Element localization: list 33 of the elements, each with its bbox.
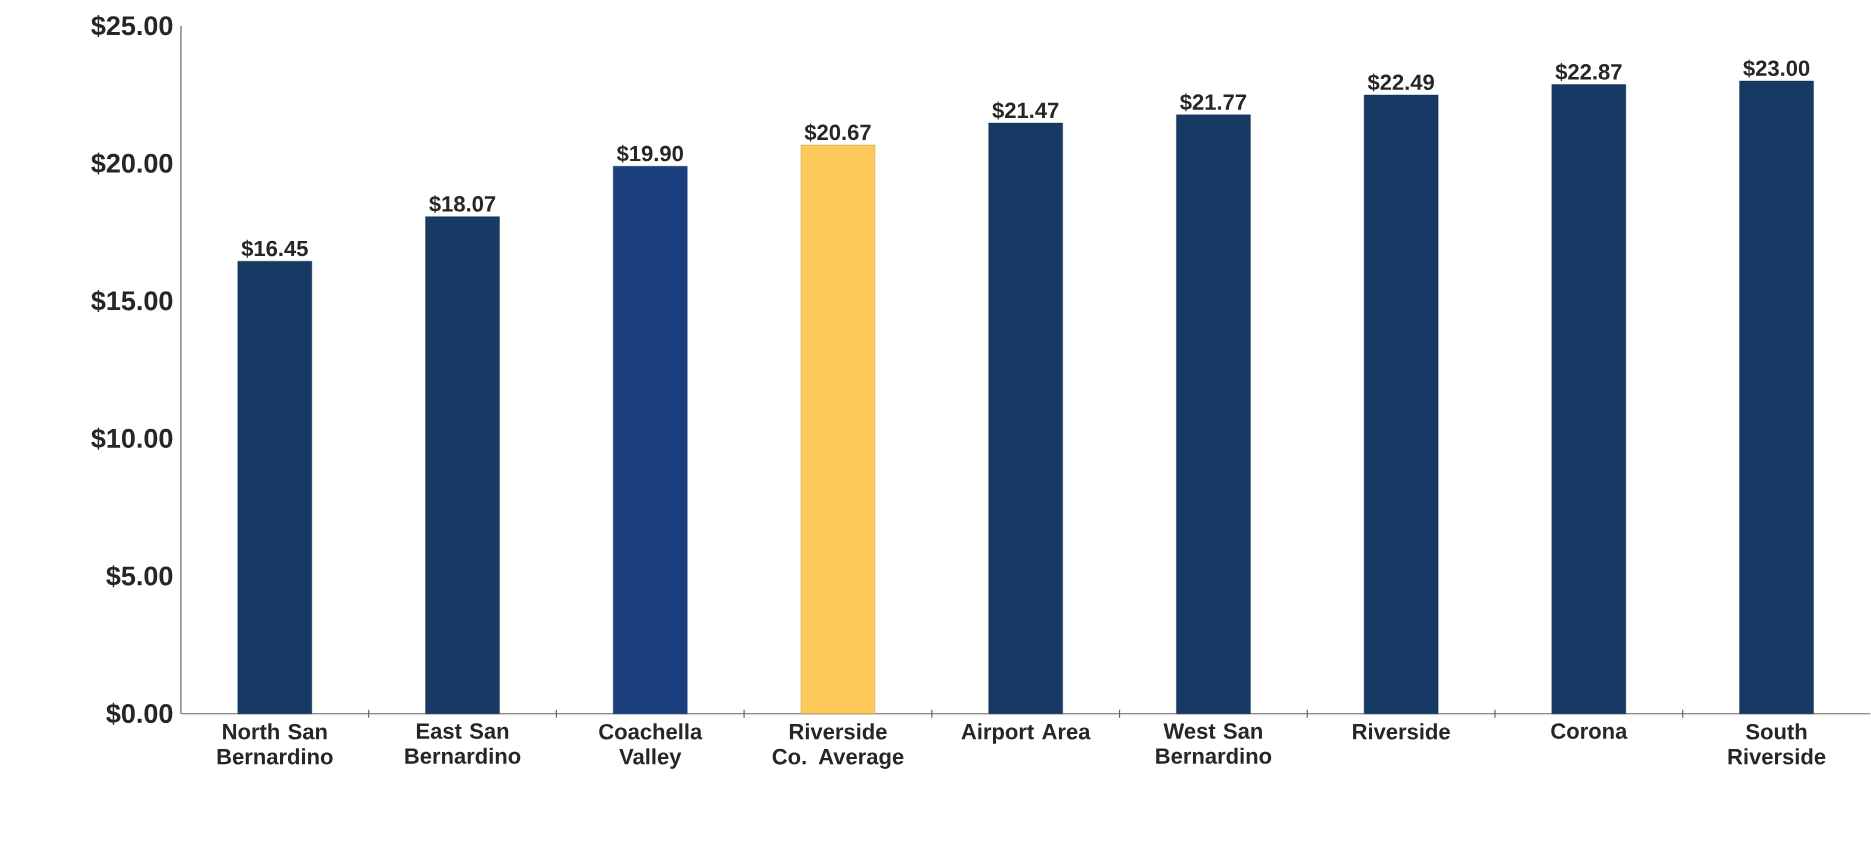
bar xyxy=(425,216,500,715)
bar xyxy=(1176,114,1251,715)
x-tick-label: Riverside Co. Average xyxy=(772,723,904,770)
x-tick-label: West San Bernardino xyxy=(1156,723,1272,764)
data-label: $16.45 xyxy=(241,239,308,258)
bar xyxy=(1739,80,1814,715)
bar xyxy=(1363,94,1439,715)
data-label: $20.67 xyxy=(804,123,871,142)
data-label: $19.90 xyxy=(616,144,683,163)
y-tick-label: $25.00 xyxy=(91,15,173,38)
x-tick-label: Coachella Valley xyxy=(599,723,703,769)
x-tick-label: South Riverside xyxy=(1728,723,1826,765)
y-tick-label: $15.00 xyxy=(91,290,173,313)
x-tick-label: North San Bernardino xyxy=(217,723,333,765)
data-label: $21.47 xyxy=(992,101,1059,120)
bar xyxy=(613,166,688,715)
x-tick-label: Airport Area xyxy=(961,723,1091,744)
data-label: $18.07 xyxy=(429,195,496,214)
y-tick-label: $5.00 xyxy=(106,565,173,588)
bar xyxy=(800,145,876,715)
data-label: $22.49 xyxy=(1367,73,1434,92)
data-label: $21.77 xyxy=(1180,93,1247,112)
x-tick-label: Riverside xyxy=(1353,723,1450,740)
y-tick-label: $20.00 xyxy=(91,152,173,175)
data-label: $23.00 xyxy=(1743,59,1810,78)
bar xyxy=(988,123,1063,715)
data-label: $22.87 xyxy=(1555,63,1622,82)
y-tick-label: $10.00 xyxy=(91,427,173,450)
x-tick-label: Corona xyxy=(1551,723,1628,740)
x-tick-label: East San Bernardino xyxy=(405,723,521,764)
bar xyxy=(237,261,312,715)
bar xyxy=(1551,84,1627,715)
y-tick-label: $0.00 xyxy=(106,702,173,725)
